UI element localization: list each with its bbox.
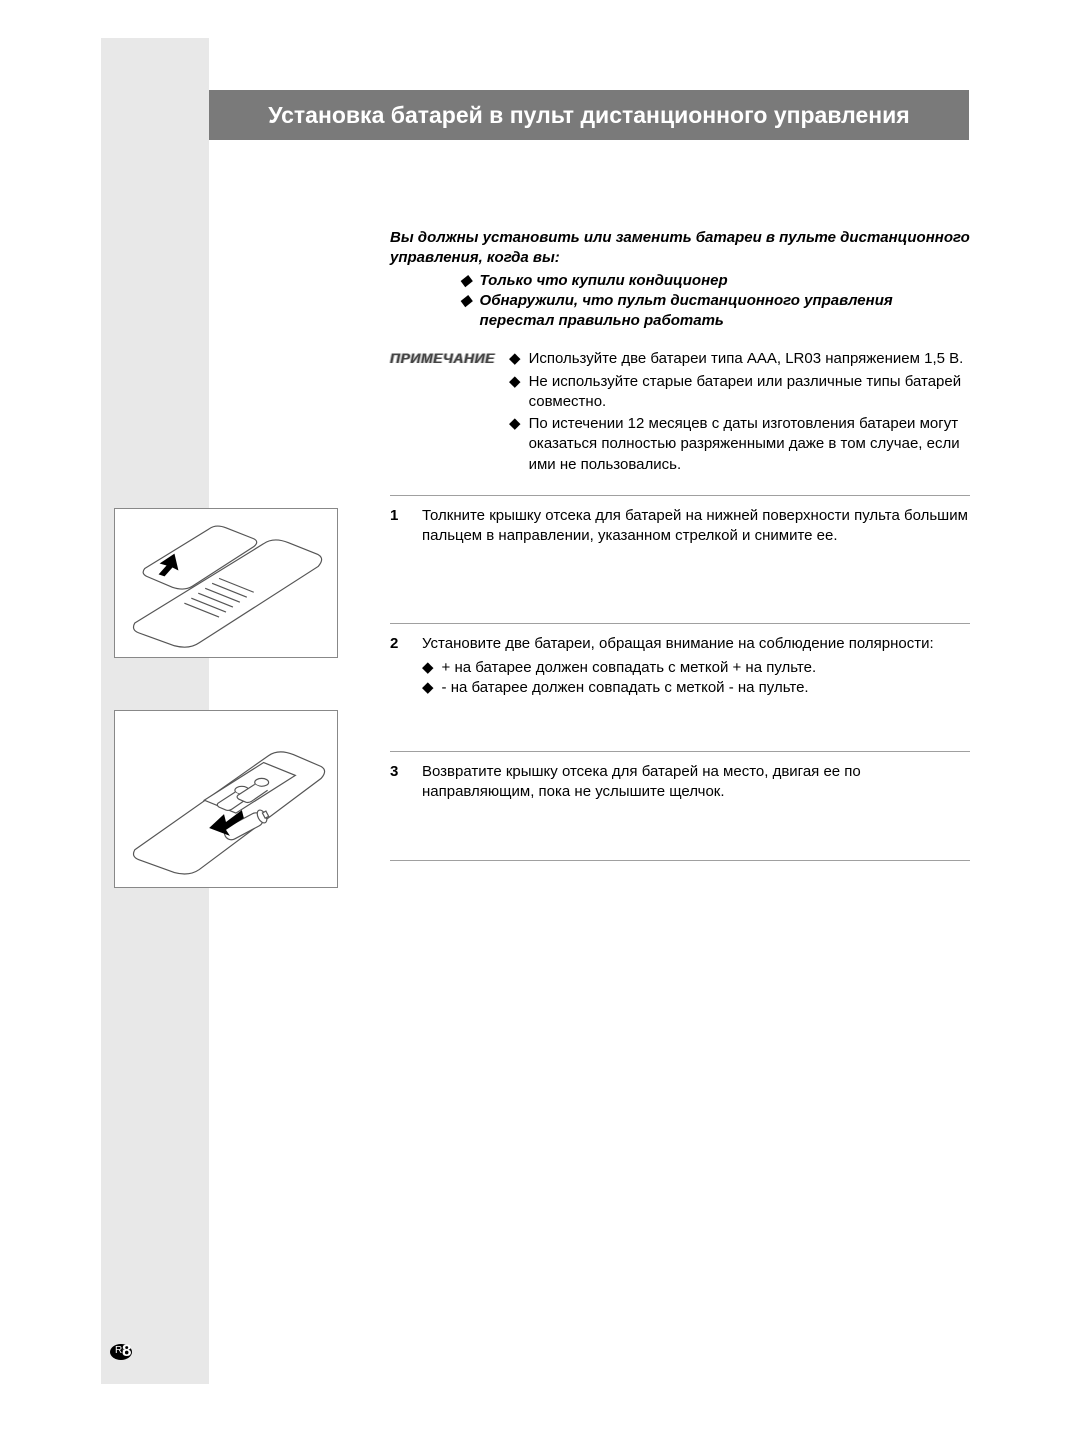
note-list: ◆ Используйте две батареи типа AAA, LR03… — [509, 349, 970, 477]
note-item: ◆ Не используйте старые батареи или разл… — [509, 372, 970, 413]
note-item-text: Используйте две батареи типа AAA, LR03 н… — [529, 349, 964, 369]
note-item: ◆ Используйте две батареи типа AAA, LR03… — [509, 349, 970, 369]
page-title: Установка батарей в пульт дистанционного… — [209, 90, 969, 140]
step-number: 1 — [390, 506, 408, 595]
step-sub-list: ◆ + на батарее должен совпадать с меткой… — [422, 658, 970, 699]
intro-list: ◆ Только что купили кондиционер ◆ Обнару… — [460, 271, 970, 332]
step-number: 3 — [390, 762, 408, 850]
intro-lead: Вы должны установить или заменить батаре… — [390, 228, 970, 269]
step-text: Установите две батареи, обращая внимание… — [422, 634, 970, 723]
page: Установка батарей в пульт дистанционного… — [0, 0, 1080, 1446]
page-number: 8 — [122, 1341, 131, 1361]
intro-item: ◆ Обнаружили, что пульт дистанционного у… — [460, 291, 970, 332]
step-3: 3 Возвратите крышку отсека для батарей н… — [390, 751, 970, 861]
step-2: 2 Установите две батареи, обращая вниман… — [390, 623, 970, 733]
content-column: Вы должны установить или заменить батаре… — [390, 228, 970, 861]
diamond-icon: ◆ — [460, 291, 472, 332]
note-block: ПРИМЕЧАНИЕ ◆ Используйте две батареи тип… — [390, 349, 970, 477]
step-text: Возвратите крышку отсека для батарей на … — [422, 762, 970, 850]
note-item-text: Не используйте старые батареи или различ… — [529, 372, 970, 413]
step-1: 1 Толкните крышку отсека для батарей на … — [390, 495, 970, 605]
step-number: 2 — [390, 634, 408, 723]
step-text-main: Установите две батареи, обращая внимание… — [422, 635, 934, 652]
note-item-text: По истечении 12 месяцев с даты изготовле… — [529, 414, 970, 475]
diamond-icon: ◆ — [509, 414, 521, 475]
intro-item-text: Только что купили кондиционер — [480, 271, 728, 291]
intro-item: ◆ Только что купили кондиционер — [460, 271, 970, 291]
diamond-icon: ◆ — [422, 658, 434, 678]
step-text: Толкните крышку отсека для батарей на ни… — [422, 506, 970, 595]
step-sub-item: ◆ - на батарее должен совпадать с меткой… — [422, 678, 970, 698]
diamond-icon: ◆ — [509, 372, 521, 413]
diamond-icon: ◆ — [422, 678, 434, 698]
remote-cover-icon — [115, 509, 337, 658]
diamond-icon: ◆ — [509, 349, 521, 369]
diamond-icon: ◆ — [460, 271, 472, 291]
step-sub-text: + на батарее должен совпадать с меткой +… — [442, 658, 817, 678]
step-sub-item: ◆ + на батарее должен совпадать с меткой… — [422, 658, 970, 678]
step-sub-text: - на батарее должен совпадать с меткой -… — [442, 678, 809, 698]
figure-step-1 — [114, 508, 338, 658]
figure-step-2 — [114, 710, 338, 888]
intro-item-text: Обнаружили, что пульт дистанционного упр… — [480, 291, 970, 332]
note-item: ◆ По истечении 12 месяцев с даты изготов… — [509, 414, 970, 475]
note-label: ПРИМЕЧАНИЕ — [390, 349, 495, 368]
remote-batteries-icon — [115, 711, 337, 887]
page-number-badge: R- 8 — [110, 1342, 140, 1364]
